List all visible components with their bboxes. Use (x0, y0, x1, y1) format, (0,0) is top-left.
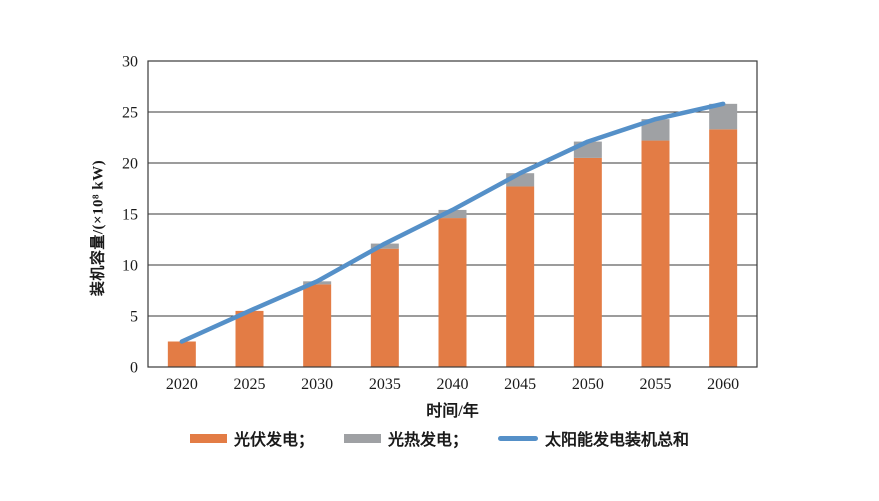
bar-pv-2025 (235, 310, 264, 367)
bar-csp-2055 (641, 119, 670, 141)
legend-label: 光伏发电； (233, 432, 314, 449)
bar-pv-2060 (709, 129, 738, 367)
legend-item-0: 光伏发电； (189, 426, 314, 450)
y-tick-label: 30 (122, 54, 138, 71)
legend-label: 太阳能发电装机总和 (545, 432, 690, 449)
legend-bar-swatch (343, 433, 381, 443)
x-tick-label: 2050 (572, 376, 604, 393)
bar-pv-2020 (167, 341, 196, 367)
bar-pv-2055 (641, 140, 670, 367)
x-tick-label: 2040 (437, 376, 469, 393)
x-axis-title: 时间/年 (426, 403, 479, 420)
y-tick-label: 15 (122, 207, 138, 224)
y-axis-title: 装机容量/(×10⁸ kW) (90, 159, 107, 297)
y-tick-label: 0 (130, 360, 138, 377)
x-tick-label: 2020 (166, 376, 198, 393)
legend-bar-swatch (189, 433, 227, 443)
bar-pv-2035 (370, 248, 399, 367)
bar-csp-2040 (438, 209, 467, 219)
total-line (179, 101, 726, 344)
x-tick-label: 2030 (301, 376, 333, 393)
x-tick-label: 2025 (234, 376, 266, 393)
bar-pv-2030 (303, 284, 332, 367)
x-tick-label: 2045 (504, 376, 536, 393)
legend-item-2: 太阳能发电装机总和 (498, 426, 689, 450)
legend-item-1: 光热发电； (343, 426, 468, 450)
x-tick-label: 2055 (640, 376, 672, 393)
y-tick-label: 25 (122, 105, 138, 122)
bar-pv-2045 (506, 186, 535, 367)
bar-pv-2050 (573, 157, 602, 367)
y-tick-label: 10 (122, 258, 138, 275)
plot-border (147, 60, 758, 368)
legend-line-swatch (498, 435, 538, 441)
legend-label: 光热发电； (387, 432, 468, 449)
y-tick-label: 20 (122, 156, 138, 173)
bar-pv-2040 (438, 218, 467, 367)
legend: 光伏发电； 光热发电； 太阳能发电装机总和 (0, 426, 879, 450)
x-tick-label: 2035 (369, 376, 401, 393)
x-tick-label: 2060 (707, 376, 739, 393)
y-tick-label: 5 (130, 309, 138, 326)
